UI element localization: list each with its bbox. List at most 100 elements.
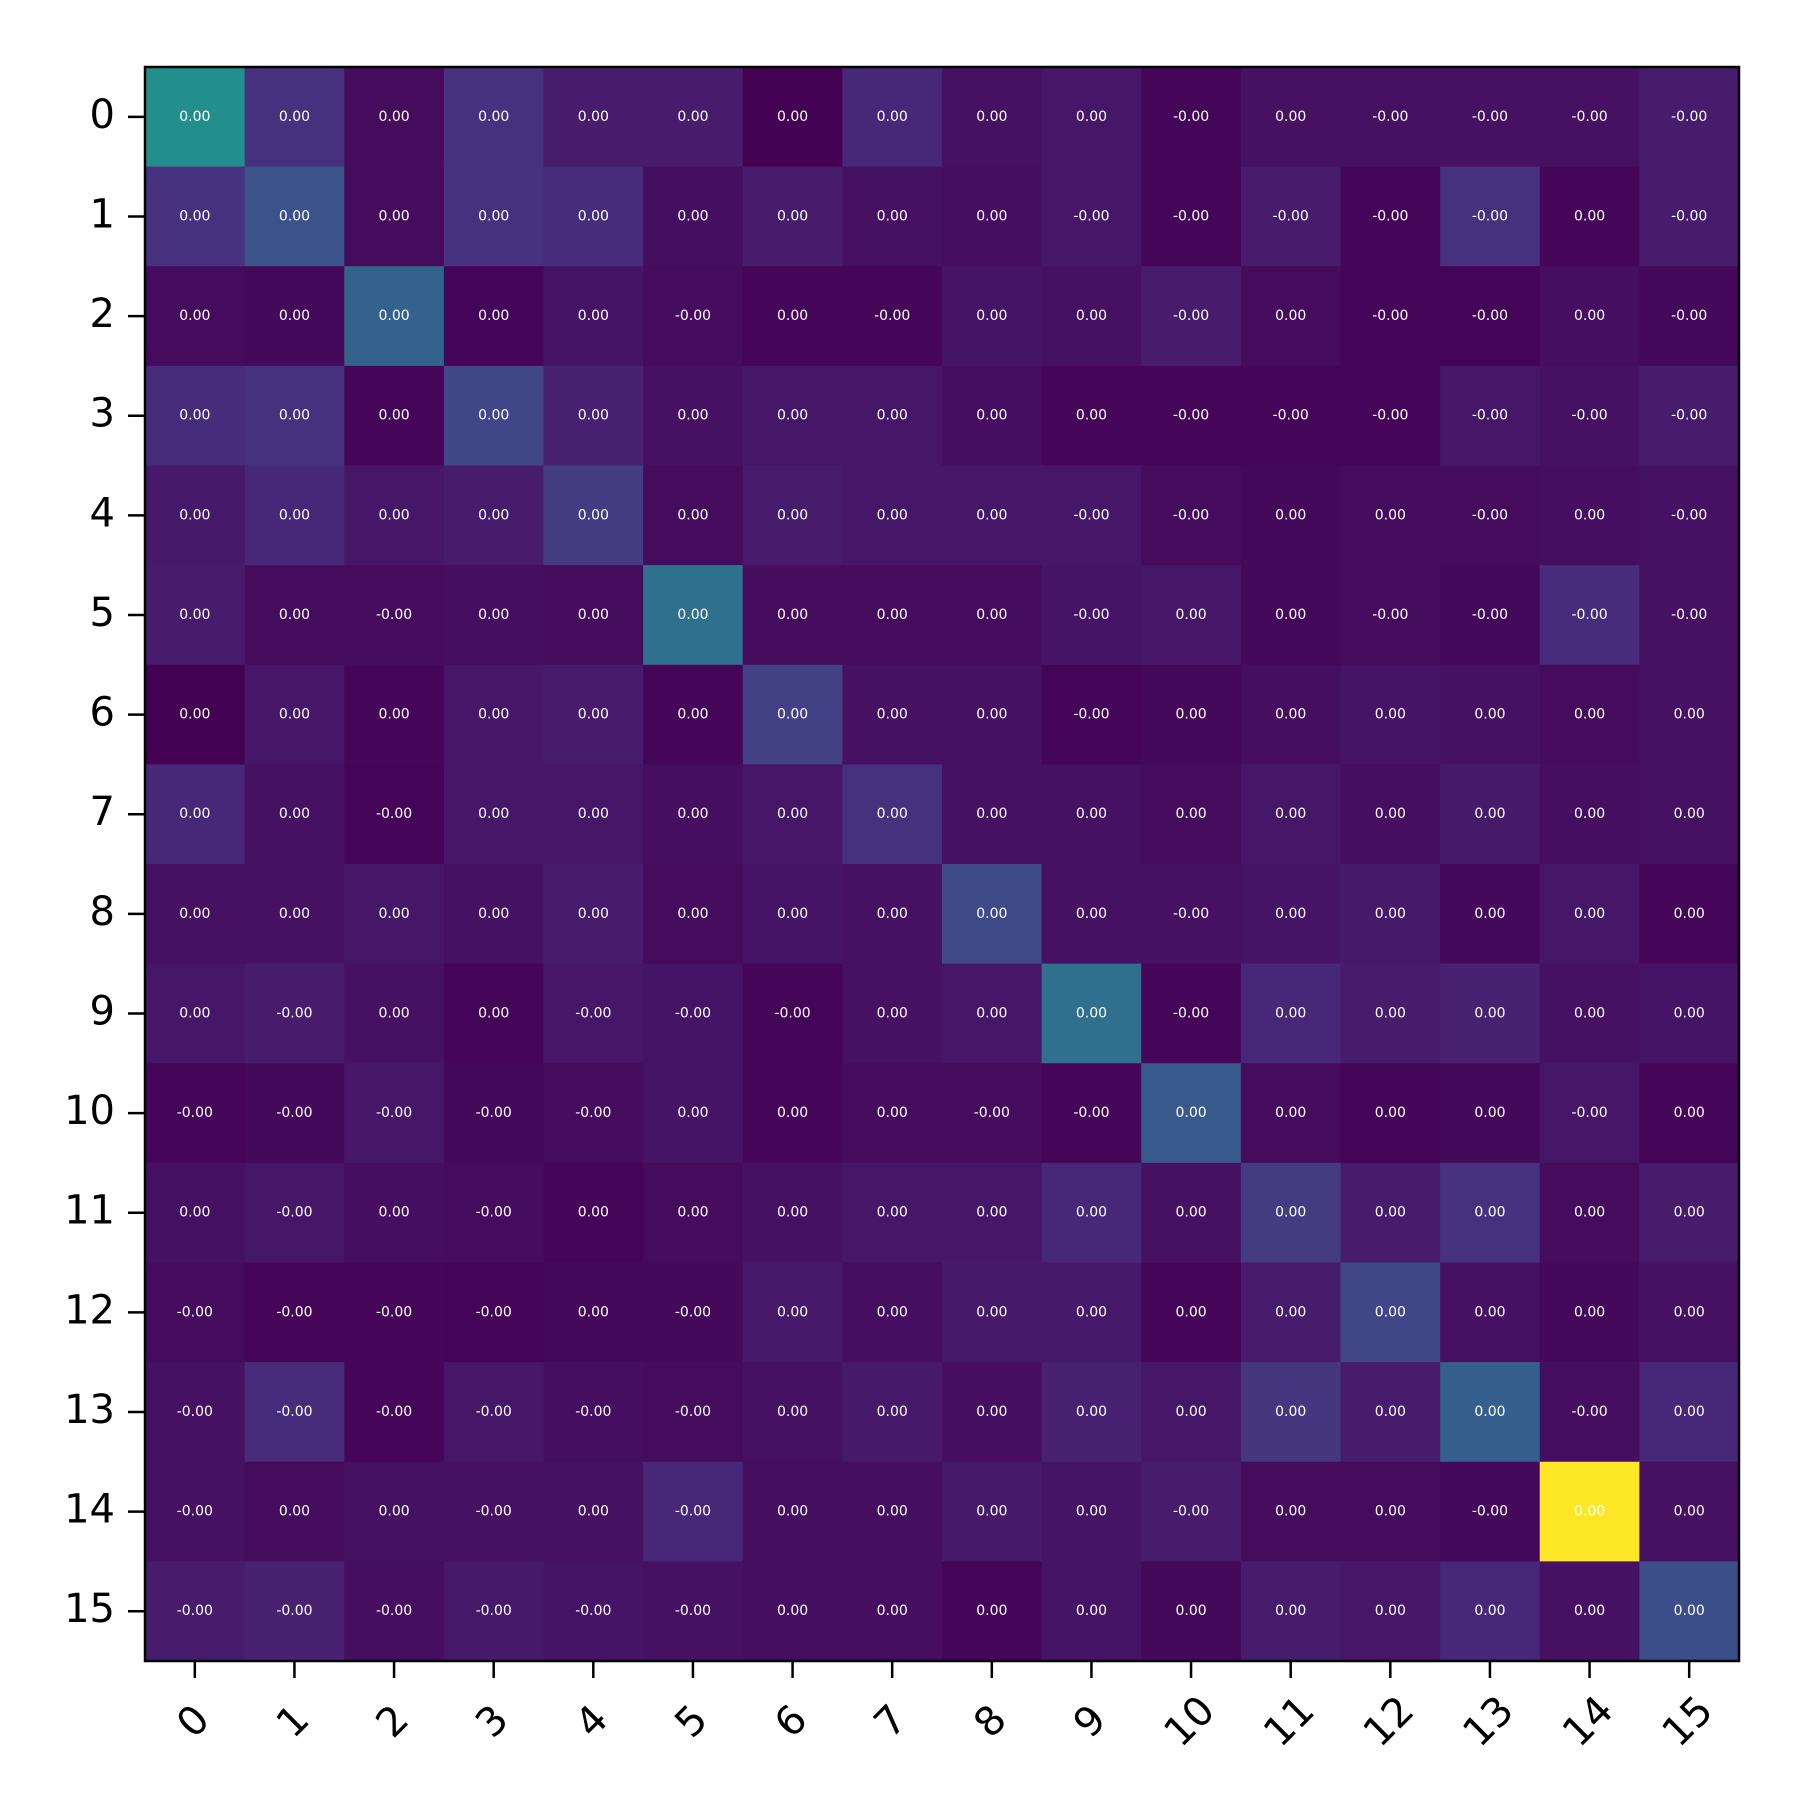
cell-value-label-4-15: -0.00 — [1671, 507, 1707, 523]
heatmap-cell-12-1 — [244, 1262, 345, 1363]
heatmap-cell-15-1 — [244, 1561, 345, 1662]
cell-value-label-15-11: 0.00 — [1275, 1603, 1306, 1619]
x-tick-label-1: 1 — [268, 1696, 319, 1747]
heatmap-cell-14-9 — [1041, 1461, 1142, 1562]
cell-value-label-10-9: -0.00 — [1073, 1105, 1109, 1121]
cell-value-label-9-5: -0.00 — [675, 1005, 711, 1021]
cell-value-label-8-15: 0.00 — [1674, 906, 1705, 922]
heatmap-cell-5-15 — [1639, 565, 1740, 666]
cell-value-label-13-14: -0.00 — [1571, 1404, 1607, 1420]
x-tick-label-8: 8 — [965, 1696, 1016, 1747]
heatmap-cell-3-2 — [344, 365, 445, 466]
cell-value-label-2-1: 0.00 — [279, 308, 310, 324]
y-tick-label-10: 10 — [64, 1088, 115, 1134]
cell-value-label-15-14: 0.00 — [1574, 1603, 1605, 1619]
heatmap-cell-1-7 — [842, 166, 943, 267]
cell-value-label-12-14: 0.00 — [1574, 1304, 1605, 1320]
heatmap-cell-2-4 — [543, 266, 644, 367]
heatmap-cell-10-12 — [1340, 1063, 1441, 1164]
heatmap-cell-15-8 — [942, 1561, 1043, 1662]
cell-value-label-13-4: -0.00 — [575, 1404, 611, 1420]
cell-value-label-3-7: 0.00 — [877, 408, 908, 424]
heatmap-cell-3-12 — [1340, 365, 1441, 466]
cell-value-label-10-14: -0.00 — [1571, 1105, 1607, 1121]
heatmap-cell-0-13 — [1440, 67, 1541, 168]
heatmap-cell-8-8 — [942, 864, 1043, 965]
heatmap-cell-11-8 — [942, 1162, 1043, 1263]
cell-value-label-6-11: 0.00 — [1275, 707, 1306, 723]
cell-value-label-10-6: 0.00 — [777, 1105, 808, 1121]
cell-value-label-12-2: -0.00 — [376, 1304, 412, 1320]
x-tick-label-14: 14 — [1554, 1687, 1623, 1756]
cell-value-label-2-7: -0.00 — [874, 308, 910, 324]
heatmap-cell-14-10 — [1141, 1461, 1242, 1562]
heatmap-cell-4-1 — [244, 465, 345, 566]
heatmap-cell-9-7 — [842, 963, 943, 1064]
cell-value-label-9-13: 0.00 — [1474, 1005, 1505, 1021]
heatmap-cell-14-3 — [443, 1461, 544, 1562]
y-tick-label-11: 11 — [64, 1188, 115, 1234]
cell-value-label-1-4: 0.00 — [578, 208, 609, 224]
cell-value-label-7-9: 0.00 — [1076, 806, 1107, 822]
heatmap-cell-7-15 — [1639, 764, 1740, 865]
heatmap-cell-2-15 — [1639, 266, 1740, 367]
heatmap-cell-8-4 — [543, 864, 644, 965]
cell-value-label-5-0: 0.00 — [179, 607, 210, 623]
cell-value-label-0-13: -0.00 — [1472, 109, 1508, 125]
heatmap-cell-4-0 — [145, 465, 246, 566]
heatmap-cell-15-10 — [1141, 1561, 1242, 1662]
heatmap-cell-11-11 — [1240, 1162, 1341, 1263]
heatmap-cell-7-12 — [1340, 764, 1441, 865]
heatmap-cell-10-15 — [1639, 1063, 1740, 1164]
heatmap-cell-0-8 — [942, 67, 1043, 168]
heatmap-cell-9-2 — [344, 963, 445, 1064]
cell-value-label-2-11: 0.00 — [1275, 308, 1306, 324]
cell-value-label-11-13: 0.00 — [1474, 1205, 1505, 1221]
heatmap-cell-9-0 — [145, 963, 246, 1064]
heatmap-cell-10-13 — [1440, 1063, 1541, 1164]
cell-value-label-1-7: 0.00 — [877, 208, 908, 224]
cell-value-label-13-0: -0.00 — [177, 1404, 213, 1420]
cell-value-label-6-6: 0.00 — [777, 707, 808, 723]
cell-value-label-0-5: 0.00 — [677, 109, 708, 125]
heatmap-cell-3-14 — [1539, 365, 1640, 466]
y-tick-label-7: 7 — [90, 789, 115, 835]
heatmap-cell-10-4 — [543, 1063, 644, 1164]
cell-value-label-7-1: 0.00 — [279, 806, 310, 822]
heatmap-cell-11-14 — [1539, 1162, 1640, 1263]
cell-value-label-7-14: 0.00 — [1574, 806, 1605, 822]
heatmap-cell-10-3 — [443, 1063, 544, 1164]
heatmap-cell-9-10 — [1141, 963, 1242, 1064]
cell-value-label-1-14: 0.00 — [1574, 208, 1605, 224]
cell-value-label-0-3: 0.00 — [478, 109, 509, 125]
heatmap-cells — [145, 67, 1740, 1662]
heatmap-cell-15-13 — [1440, 1561, 1541, 1662]
cell-value-label-11-6: 0.00 — [777, 1205, 808, 1221]
cell-value-label-5-6: 0.00 — [777, 607, 808, 623]
cell-value-label-3-4: 0.00 — [578, 408, 609, 424]
heatmap-cell-2-3 — [443, 266, 544, 367]
cell-value-labels: 0.00 0.00 0.00 0.00 0.00 0.00 0.00 0.00 0.00 0.00… — [177, 109, 1708, 1619]
cell-value-label-2-3: 0.00 — [478, 308, 509, 324]
cell-value-label-10-11: 0.00 — [1275, 1105, 1306, 1121]
cell-value-label-0-9: 0.00 — [1076, 109, 1107, 125]
cell-value-label-9-1: -0.00 — [276, 1005, 312, 1021]
cell-value-label-11-10: 0.00 — [1175, 1205, 1206, 1221]
heatmap-cell-11-13 — [1440, 1162, 1541, 1263]
heatmap-cell-15-15 — [1639, 1561, 1740, 1662]
heatmap-cell-6-13 — [1440, 664, 1541, 765]
heatmap-cell-0-3 — [443, 67, 544, 168]
cell-value-label-12-8: 0.00 — [976, 1304, 1007, 1320]
heatmap-cell-14-1 — [244, 1461, 345, 1562]
cell-value-label-5-7: 0.00 — [877, 607, 908, 623]
heatmap-cell-0-15 — [1639, 67, 1740, 168]
heatmap-cell-11-12 — [1340, 1162, 1441, 1263]
plot-frame — [143, 65, 1741, 1663]
heatmap-cell-11-0 — [145, 1162, 246, 1263]
cell-value-label-1-3: 0.00 — [478, 208, 509, 224]
heatmap-cell-6-3 — [443, 664, 544, 765]
cell-value-label-1-0: 0.00 — [179, 208, 210, 224]
heatmap-cell-1-0 — [145, 166, 246, 267]
cell-value-label-7-3: 0.00 — [478, 806, 509, 822]
cell-value-label-3-13: -0.00 — [1472, 408, 1508, 424]
